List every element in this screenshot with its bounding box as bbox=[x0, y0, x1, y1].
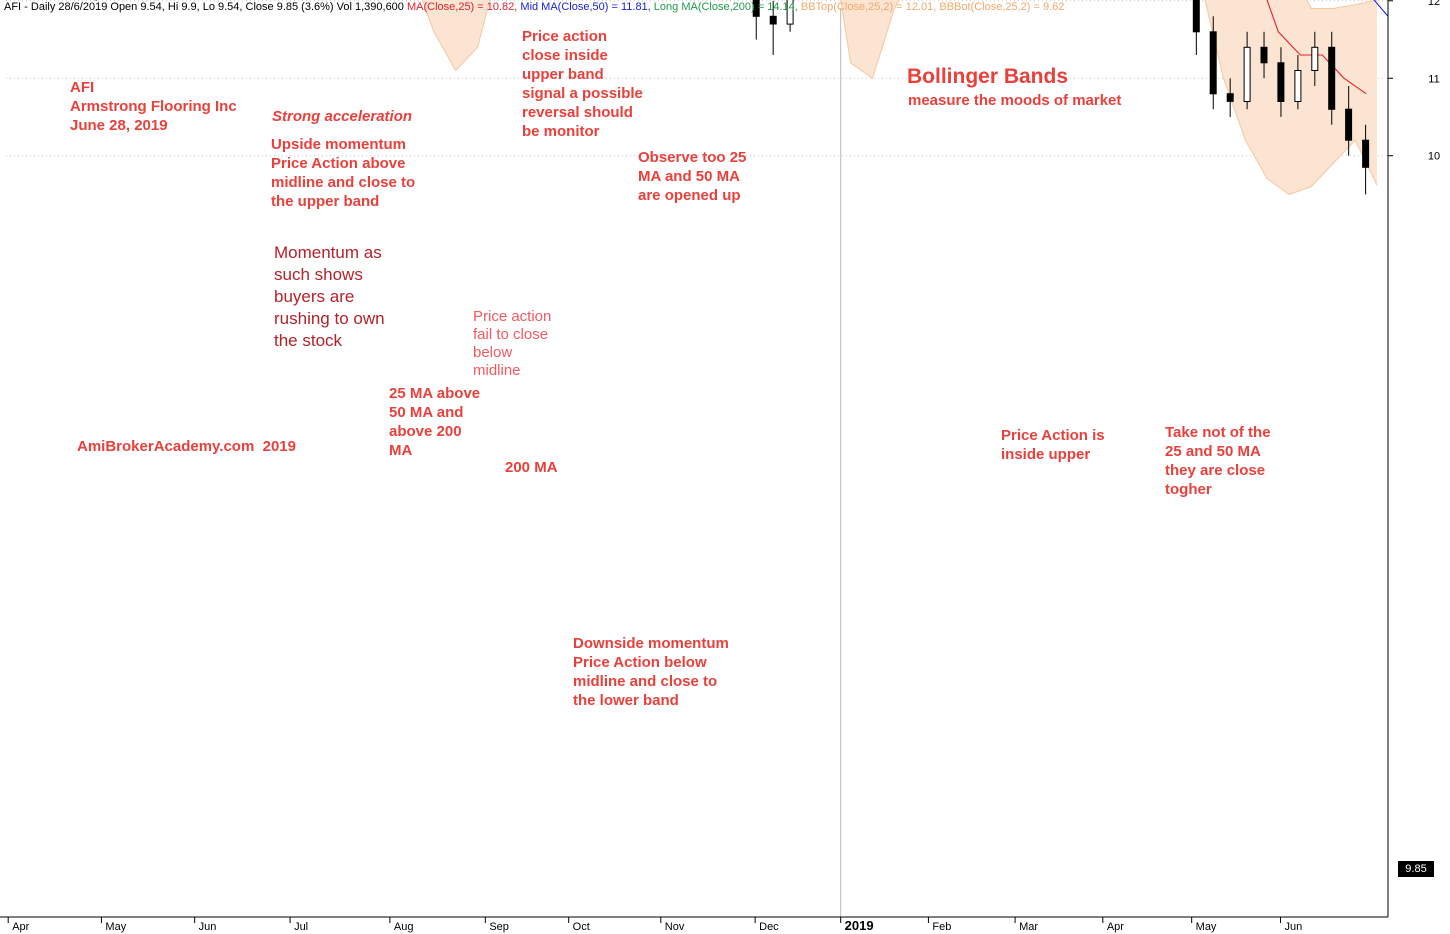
candle-body-44 bbox=[752, 0, 760, 17]
candle-body-79 bbox=[1345, 108, 1353, 141]
x-tick-label-apr: Apr bbox=[12, 921, 29, 933]
x-tick-label-apr: Apr bbox=[1107, 921, 1124, 933]
annotation-downside-momentum: Downside momentum Price Action below mid… bbox=[573, 635, 729, 709]
annotation-200ma: 200 MA bbox=[505, 459, 558, 476]
y-tick-label-11: 11 bbox=[1428, 73, 1439, 85]
annotation-price-fail: Price action fail to close below midline bbox=[473, 308, 552, 379]
candle-body-80 bbox=[1362, 139, 1370, 168]
candle-body-45 bbox=[769, 15, 777, 25]
candle-body-76 bbox=[1294, 70, 1302, 102]
x-tick-label-mar: Mar bbox=[1019, 921, 1038, 933]
x-tick-label-dec: Dec bbox=[759, 921, 779, 933]
header-bbtop-label: BBTop(Close,25,2) = 12.01, bbox=[800, 1, 940, 13]
candle-body-78 bbox=[1328, 46, 1336, 110]
y-tick-label-10: 10 bbox=[1428, 151, 1440, 163]
x-tick-label-jun: Jun bbox=[199, 921, 217, 933]
annotation-ma-above: 25 MA above 50 MA and above 200 MA bbox=[389, 385, 481, 459]
candle-body-46 bbox=[786, 0, 794, 25]
x-tick-label-may: May bbox=[1196, 921, 1217, 933]
bollinger-band-area bbox=[421, 0, 1378, 195]
x-tick-label-jul: Jul bbox=[294, 921, 308, 933]
candle-body-70 bbox=[1192, 0, 1200, 33]
x-tick-label-feb: Feb bbox=[932, 921, 951, 933]
annotation-observe: Observe too 25 MA and 50 MA are opened u… bbox=[638, 149, 747, 204]
annotation-company: AFI Armstrong Flooring Inc June 28, 2019 bbox=[70, 79, 237, 134]
x-tick-label-oct: Oct bbox=[573, 921, 590, 933]
candle-body-71 bbox=[1209, 31, 1217, 95]
candle-body-77 bbox=[1311, 46, 1319, 71]
header-ma25-label: MA(Close,25) = 10.82, bbox=[406, 1, 521, 13]
y-tick-label-12: 12 bbox=[1428, 0, 1440, 8]
header-mid-ma-label: Mid MA(Close,50) = 11.81, bbox=[520, 1, 654, 13]
x-tick-label-sep: Sep bbox=[489, 921, 509, 933]
annotation-upside-momentum: Upside momentum Price Action above midli… bbox=[271, 136, 416, 210]
annotation-bollinger-title: Bollinger Bands bbox=[907, 65, 1069, 88]
annotation-price-close-inside: Price action close inside upper band sig… bbox=[522, 28, 643, 140]
header-bbbot-label: BBBot(Close,25,2) = 9.62 bbox=[939, 1, 1065, 13]
candle-body-72 bbox=[1226, 93, 1234, 102]
candle-body-73 bbox=[1243, 46, 1251, 102]
x-tick-label-may: May bbox=[105, 921, 126, 933]
chart-grid bbox=[6, 0, 1388, 917]
bollinger-band-fill bbox=[422, 0, 1377, 195]
candle-body-75 bbox=[1277, 62, 1285, 102]
annotation-strong-acceleration: Strong acceleration bbox=[272, 108, 413, 125]
x-tick-label-2019: 2019 bbox=[845, 918, 874, 933]
annotation-bollinger-subtitle: measure the moods of market bbox=[908, 92, 1122, 109]
annotation-inside-upper: Price Action is inside upper bbox=[1001, 427, 1105, 463]
candle-body-74 bbox=[1260, 46, 1268, 64]
header-symbol-line: AFI - Daily 28/6/2019 Open 9.54, Hi 9.9,… bbox=[4, 1, 407, 13]
x-tick-label-aug: Aug bbox=[394, 921, 414, 933]
annotation-watermark: AmiBrokerAcademy.com 2019 bbox=[77, 438, 296, 455]
annotation-momentum: Momentum as such shows buyers are rushin… bbox=[274, 243, 385, 350]
annotation-take-note: Take not of the 25 and 50 MA they are cl… bbox=[1165, 424, 1271, 498]
x-tick-label-jun: Jun bbox=[1285, 921, 1303, 933]
header-long-ma-label: Long MA(Close,200) = 14.14, bbox=[653, 1, 801, 13]
last-price-tag: 9.85 bbox=[1398, 861, 1434, 877]
chart-header: AFI - Daily 28/6/2019 Open 9.54, Hi 9.9,… bbox=[4, 1, 1064, 13]
x-tick-label-nov: Nov bbox=[665, 921, 685, 933]
price-candles bbox=[95, 0, 1370, 195]
